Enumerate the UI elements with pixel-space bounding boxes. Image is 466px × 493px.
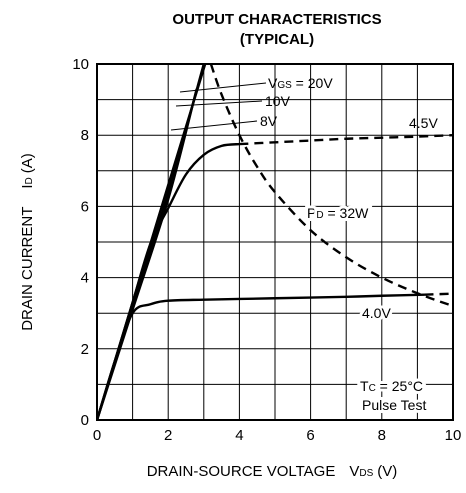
curves bbox=[97, 64, 453, 420]
x-tick-label: 8 bbox=[378, 427, 386, 444]
label-4-0v: 4.0V bbox=[362, 305, 391, 321]
x-axis-unit: (V) bbox=[377, 463, 397, 480]
label-tc-rest: = 25°C bbox=[376, 378, 423, 394]
series-4-0v-dashed-line bbox=[424, 292, 453, 296]
leader-10v bbox=[175, 100, 263, 107]
label-vgs-sub: GS bbox=[277, 80, 292, 91]
label-pd-rest: = 32W bbox=[324, 205, 370, 221]
leader-vgs20 bbox=[179, 82, 267, 93]
y-axis-symbol-sub: D bbox=[24, 177, 35, 184]
label-tc-sub: C bbox=[369, 383, 376, 394]
label-4-5v: 4.5V bbox=[409, 115, 438, 131]
label-vgs-20v: VGS = 20V bbox=[268, 75, 333, 91]
label-tc-main: T bbox=[360, 378, 369, 394]
chart-subtitle: (TYPICAL) bbox=[240, 31, 314, 48]
label-tc-25c: TC = 25°C bbox=[360, 378, 423, 394]
y-tick-label: 6 bbox=[81, 198, 89, 215]
tick-labels: 0 2 4 6 8 10 0 2 4 6 8 10 bbox=[72, 56, 461, 444]
leader-8v bbox=[170, 120, 258, 131]
chart-title: OUTPUT CHARACTERISTICS bbox=[172, 11, 381, 28]
y-tick-label: 0 bbox=[81, 412, 89, 429]
annotations: VGS = 20V 10V 8V 4.5V PD = 32W 4.0V TC =… bbox=[170, 75, 438, 416]
grid bbox=[97, 64, 453, 420]
x-tick-label: 10 bbox=[445, 427, 462, 444]
x-tick-label: 4 bbox=[235, 427, 243, 444]
label-vgs-rest: = 20V bbox=[292, 75, 334, 91]
x-tick-label: 0 bbox=[93, 427, 101, 444]
label-pd-main: P bbox=[307, 205, 316, 221]
y-tick-label: 2 bbox=[81, 341, 89, 358]
x-tick-label: 2 bbox=[164, 427, 172, 444]
y-tick-label: 8 bbox=[81, 127, 89, 144]
y-axis-label-text: DRAIN CURRENT bbox=[19, 207, 36, 331]
y-tick-label: 4 bbox=[81, 270, 89, 287]
series-4-0v-solid-line bbox=[97, 293, 425, 420]
label-10v: 10V bbox=[265, 93, 291, 109]
y-axis-symbol-main: I bbox=[19, 184, 36, 188]
x-tick-label: 6 bbox=[306, 427, 314, 444]
label-pd-32w: PD = 32W bbox=[307, 205, 369, 221]
series-4-5v-dashed-line bbox=[239, 134, 453, 146]
label-8v: 8V bbox=[260, 113, 278, 129]
y-axis-label: DRAIN CURRENT ID (A) bbox=[19, 153, 36, 331]
label-vgs-main: V bbox=[268, 75, 278, 91]
x-axis-symbol-main: V bbox=[349, 463, 359, 480]
x-axis-label: DRAIN-SOURCE VOLTAGE VDS (V) bbox=[147, 463, 398, 480]
x-axis-label-text: DRAIN-SOURCE VOLTAGE bbox=[147, 463, 336, 480]
label-pd-sub: D bbox=[316, 210, 323, 221]
label-pulse-test: Pulse Test bbox=[362, 397, 426, 413]
y-tick-label: 10 bbox=[72, 56, 89, 73]
plot-frame bbox=[96, 63, 454, 421]
series-pd-32w-dashed-line bbox=[209, 64, 453, 308]
x-axis-symbol-sub: DS bbox=[359, 468, 373, 479]
y-axis-unit: (A) bbox=[19, 153, 36, 173]
